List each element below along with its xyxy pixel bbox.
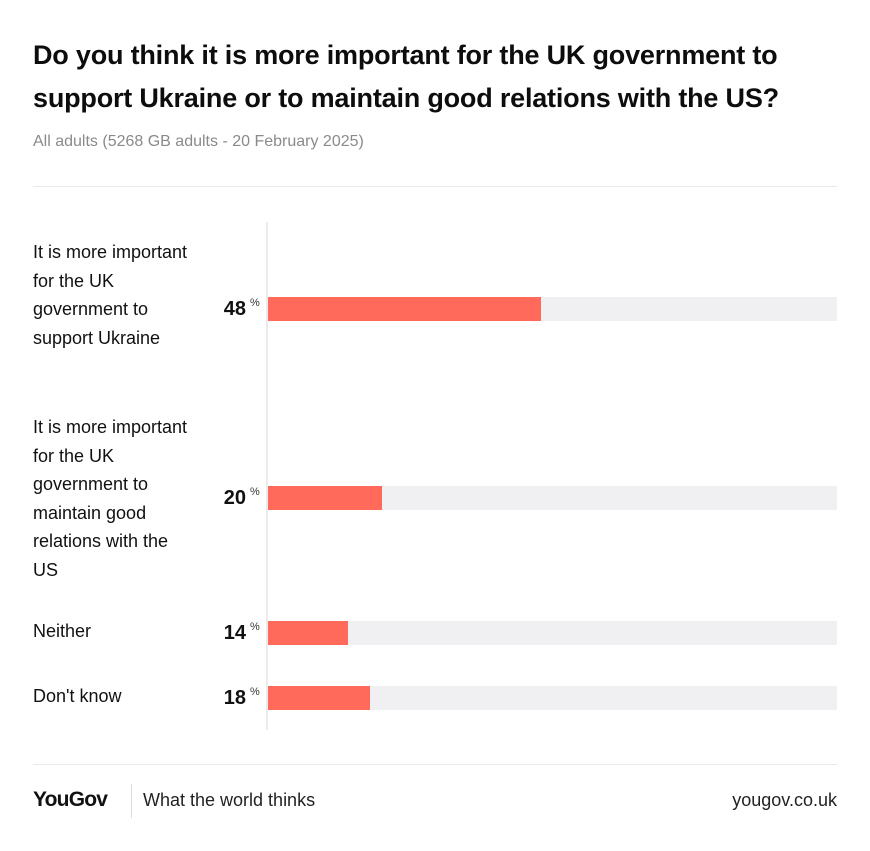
bar-2 (268, 486, 382, 510)
unit-label-2: % (250, 486, 260, 498)
category-label-3: Neither (33, 621, 92, 641)
header-divider (33, 186, 837, 187)
bar-1 (268, 297, 542, 321)
category-label-4: Don't know (33, 686, 122, 706)
chart-subtitle: All adults (5268 GB adults - 20 February… (33, 133, 364, 150)
unit-label-3: % (250, 621, 260, 633)
bar-3 (268, 621, 348, 645)
bar-track-3 (268, 621, 837, 645)
data-label-4: 18 (223, 687, 246, 709)
baseline-axis (266, 222, 268, 730)
data-label-3: 14 (223, 622, 246, 644)
footer-tagline: What the world thinks (143, 790, 316, 810)
bar-track-2 (268, 486, 837, 510)
data-label-2: 20 (223, 487, 246, 509)
bar-track-4 (268, 686, 837, 710)
chart-title: Do you think it is more important for th… (33, 40, 779, 113)
category-label-2: It is more important for the UK governme… (33, 417, 188, 580)
footer-separator (131, 784, 132, 818)
unit-label-4: % (250, 686, 260, 698)
bar-4 (268, 686, 371, 710)
footer-divider-line (33, 764, 837, 765)
yougov-logo: YouGov (33, 788, 108, 811)
category-label-1: It is more important for the UK governme… (33, 242, 188, 348)
data-label-1: 48 (223, 298, 246, 320)
bar-track-1 (268, 297, 837, 321)
unit-label-1: % (250, 297, 260, 309)
footer-url-link[interactable]: yougov.co.uk (732, 790, 837, 810)
